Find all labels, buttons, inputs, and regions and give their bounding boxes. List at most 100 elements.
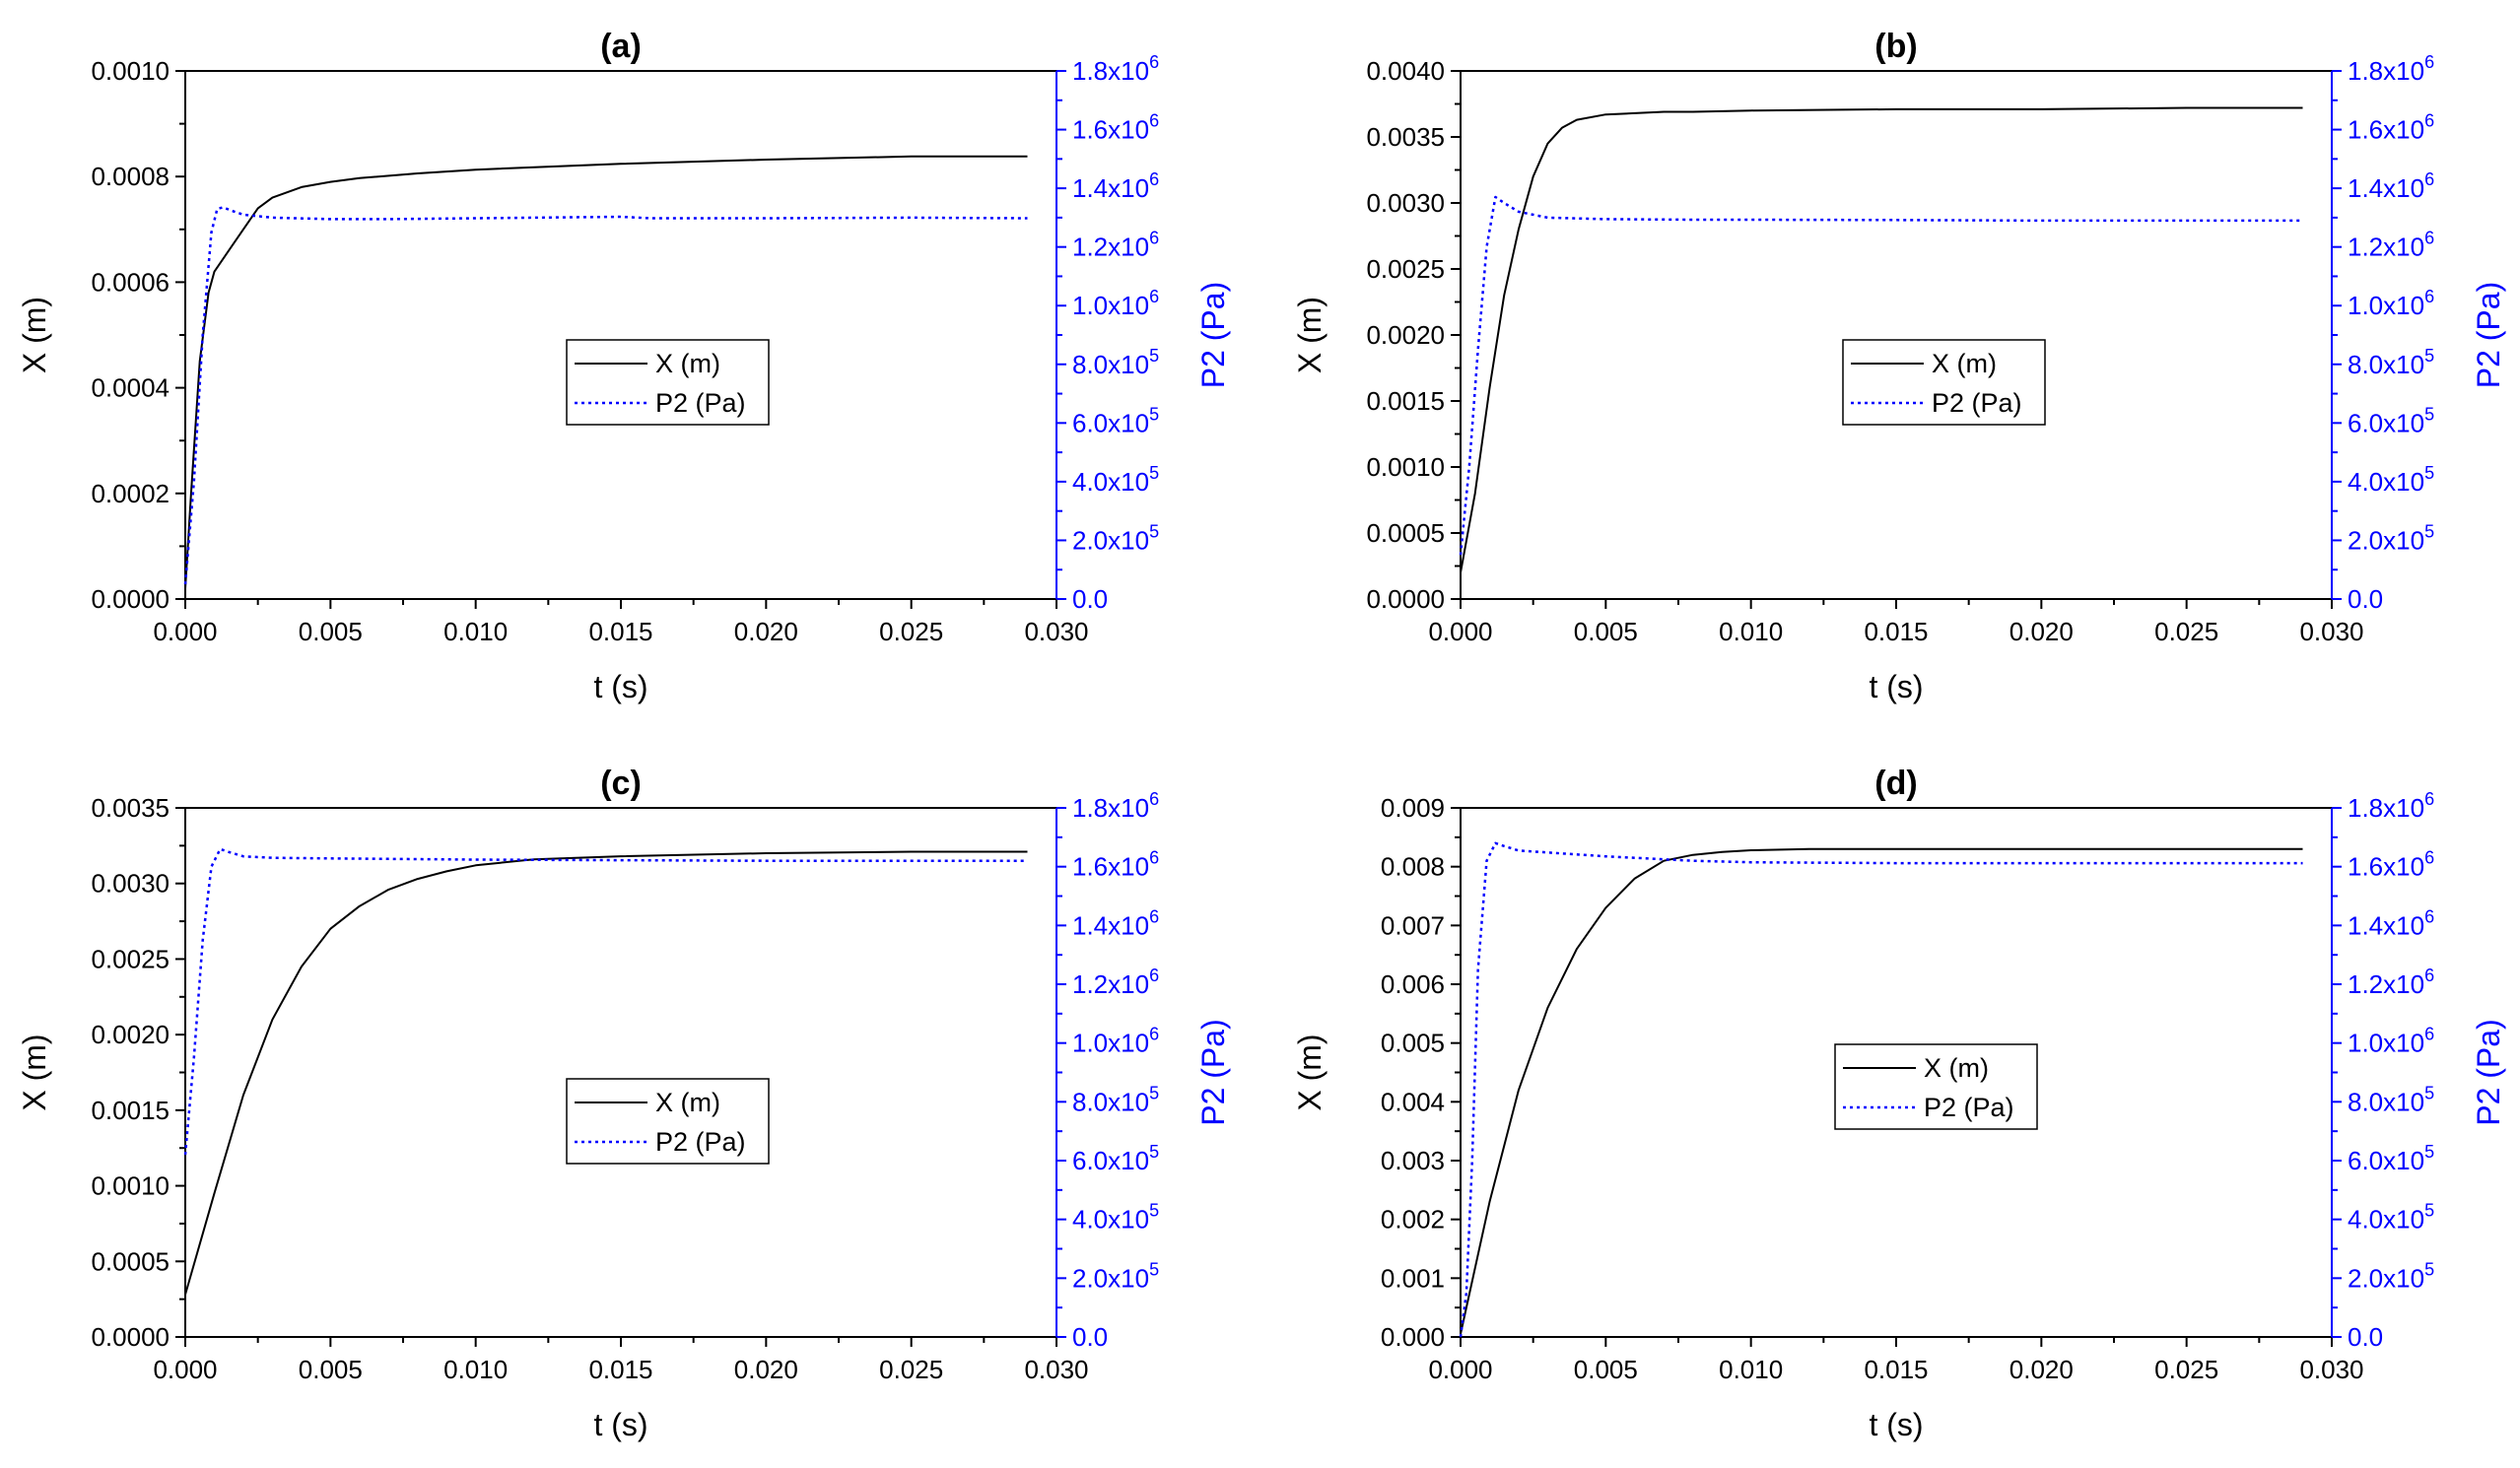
- x-tick-label: 0.025: [2154, 1355, 2218, 1384]
- chart-panel-b: (b) 0.000 0.005 0.010 0.015 0.020 0.025 0.030 0.…: [1292, 28, 2506, 704]
- legend-label: X (m): [1924, 1053, 1989, 1083]
- x-axis-title: t (s): [1869, 1407, 1923, 1442]
- legend: X (m) P2 (Pa): [566, 339, 770, 426]
- y-tick-label: 0.0004: [91, 373, 170, 403]
- y-right-tick-label: 8.0x105: [2348, 346, 2434, 379]
- y-right-tick-exponent: 5: [1149, 1142, 1159, 1162]
- y-right-tick-mantissa: 4.0x10: [1072, 467, 1149, 497]
- legend-label: P2 (Pa): [1932, 388, 2022, 418]
- y-right-tick-mantissa: 1.2x10: [2348, 233, 2424, 262]
- y-right-tick-label: 1.2x106: [1072, 966, 1159, 999]
- y-right-tick-mantissa: 8.0x10: [2348, 1087, 2424, 1116]
- y-tick-label: 0.005: [1381, 1029, 1445, 1058]
- y-right-tick-mantissa: 1.4x10: [2348, 173, 2424, 203]
- y-tick-label: 0.0000: [91, 584, 170, 614]
- y-right-tick-mantissa: 1.6x10: [1072, 852, 1149, 882]
- y-tick-label: 0.007: [1381, 910, 1445, 940]
- y-right-tick-label: 0.0: [1072, 584, 1108, 614]
- y-right-tick-mantissa: 1.8x10: [2348, 793, 2424, 823]
- y-right-tick-mantissa: 1.4x10: [1072, 910, 1149, 940]
- y-right-tick-exponent: 6: [1149, 789, 1159, 809]
- y-right-tick-mantissa: 1.2x10: [1072, 233, 1149, 262]
- y-right-tick-label: 1.0x106: [2348, 287, 2434, 320]
- x-tick-label: 0.030: [2299, 617, 2363, 646]
- x-tick-label: 0.030: [2299, 1355, 2363, 1384]
- y-right-tick-label: 2.0x105: [1072, 1259, 1159, 1293]
- x-tick-label: 0.025: [2154, 617, 2218, 646]
- y-right-tick-exponent: 6: [1149, 287, 1159, 306]
- y-right-tick-label: 2.0x105: [1072, 521, 1159, 555]
- y-right-tick-mantissa: 2.0x10: [2348, 525, 2424, 555]
- x-tick-label: 0.020: [2009, 1355, 2074, 1384]
- x-tick-label: 0.030: [1024, 1355, 1088, 1384]
- y-right-tick-exponent: 5: [2424, 463, 2434, 483]
- y-tick-label: 0.0000: [91, 1322, 170, 1352]
- y-right-tick-label: 1.6x106: [2348, 111, 2434, 145]
- legend: X (m) P2 (Pa): [566, 1078, 770, 1165]
- y-tick-label: 0.0030: [1366, 188, 1445, 218]
- y-right-tick-mantissa: 4.0x10: [1072, 1205, 1149, 1234]
- y-right-tick-label: 6.0x105: [2348, 1142, 2434, 1175]
- y-right-tick-mantissa: 1.6x10: [2348, 115, 2424, 145]
- y-right-tick-mantissa: 8.0x10: [1072, 350, 1149, 379]
- y-right-tick-label: 0.0: [1072, 1322, 1108, 1352]
- x-tick-label: 0.005: [299, 617, 363, 646]
- panel-title: (c): [600, 765, 642, 802]
- y-right-tick-mantissa: 2.0x10: [1072, 1263, 1149, 1293]
- y-right-tick-exponent: 6: [1149, 906, 1159, 926]
- series-line-p2: [183, 206, 1028, 585]
- y-right-tick-exponent: 5: [1149, 1083, 1159, 1102]
- series-line-x: [1460, 847, 2303, 1335]
- y-right-tick-label: 1.0x106: [1072, 1025, 1159, 1058]
- y-right-tick-exponent: 5: [1149, 1201, 1159, 1221]
- y-right-tick-label: 1.2x106: [2348, 966, 2434, 999]
- y-right-tick-label: 2.0x105: [2348, 521, 2434, 555]
- chart-panel-c: (c) 0.000 0.005 0.010 0.015 0.020 0.025 0.030 0.…: [17, 765, 1231, 1442]
- x-tick-label: 0.030: [1024, 617, 1088, 646]
- y-tick-label: 0.0025: [1366, 254, 1445, 284]
- y-tick-label: 0.0040: [1366, 56, 1445, 86]
- x-tick-label: 0.020: [734, 1355, 798, 1384]
- legend-label: P2 (Pa): [655, 388, 746, 418]
- y-right-tick-mantissa: 1.6x10: [2348, 852, 2424, 882]
- y-right-tick-mantissa: 1.2x10: [2348, 969, 2424, 999]
- y-right-tick-exponent: 6: [2424, 1025, 2434, 1044]
- x-tick-label: 0.015: [1864, 617, 1928, 646]
- y-tick-label: 0.0010: [91, 56, 170, 86]
- y-right-tick-mantissa: 4.0x10: [2348, 1205, 2424, 1234]
- y-right-tick-mantissa: 8.0x10: [2348, 350, 2424, 379]
- y-right-tick-label: 1.8x106: [2348, 789, 2434, 823]
- y-tick-label: 0.0005: [91, 1246, 170, 1276]
- y-right-tick-exponent: 6: [2424, 287, 2434, 306]
- y-right-tick-exponent: 6: [1149, 229, 1159, 248]
- y-right-tick-mantissa: 6.0x10: [2348, 1146, 2424, 1175]
- y-tick-label: 0.0035: [91, 793, 170, 823]
- y-tick-label: 0.0010: [91, 1171, 170, 1201]
- x-tick-label: 0.010: [443, 617, 508, 646]
- panel-title: (b): [1874, 28, 1917, 65]
- legend-box: [1834, 1043, 2038, 1130]
- y-right-tick-mantissa: 1.0x10: [2348, 1029, 2424, 1058]
- y-right-tick-exponent: 6: [2424, 966, 2434, 985]
- y-right-tick-label: 4.0x105: [2348, 463, 2434, 497]
- y-right-tick-label: 1.2x106: [1072, 229, 1159, 262]
- y-right-axis-title: P2 (Pa): [1195, 1019, 1231, 1125]
- y-right-tick-exponent: 5: [2424, 1083, 2434, 1102]
- y-right-tick-mantissa: 1.4x10: [2348, 910, 2424, 940]
- y-right-tick-label: 1.6x106: [2348, 848, 2434, 882]
- x-tick-label: 0.005: [1574, 617, 1638, 646]
- y-right-tick-mantissa: 1.2x10: [1072, 969, 1149, 999]
- x-tick-label: 0.000: [153, 617, 217, 646]
- y-right-tick-label: 1.8x106: [2348, 52, 2434, 86]
- y-tick-label: 0.0035: [1366, 122, 1445, 152]
- y-right-tick-label: 1.8x106: [1072, 789, 1159, 823]
- legend-label: X (m): [1932, 349, 1997, 378]
- series-line-x: [184, 850, 1028, 1296]
- y-right-tick-mantissa: 1.8x10: [1072, 793, 1149, 823]
- y-right-tick-mantissa: 2.0x10: [1072, 525, 1149, 555]
- x-axis-title: t (s): [1869, 669, 1923, 704]
- y-right-tick-label: 6.0x105: [1072, 1142, 1159, 1175]
- x-tick-label: 0.005: [1574, 1355, 1638, 1384]
- legend-label: X (m): [655, 1088, 720, 1117]
- y-right-tick-exponent: 6: [2424, 789, 2434, 809]
